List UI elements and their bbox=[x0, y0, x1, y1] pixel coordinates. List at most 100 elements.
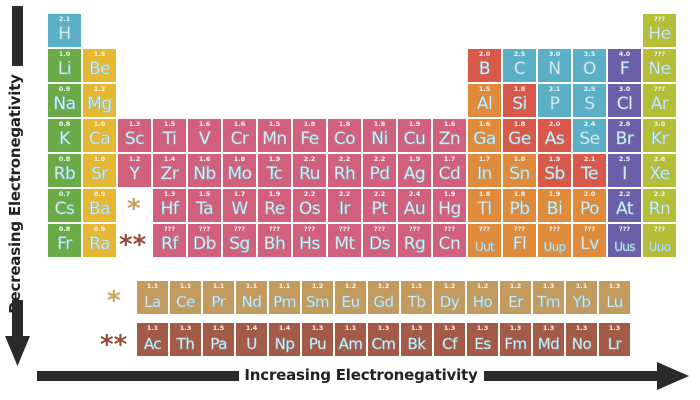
element-cell-sr: 1.0 Sr bbox=[83, 154, 116, 187]
electronegativity-value: 1.7 bbox=[233, 190, 246, 198]
electronegativity-value: 1.9 bbox=[443, 190, 456, 198]
element-cell-nd: 1.1 Nd bbox=[236, 281, 267, 314]
element-cell-pa: 1.5 Pa bbox=[203, 323, 234, 356]
electronegativity-value: ??? bbox=[268, 225, 281, 233]
element-symbol: Pt bbox=[371, 199, 388, 220]
down-arrow-icon bbox=[5, 336, 30, 366]
electronegativity-value: 2.2 bbox=[303, 155, 316, 163]
element-cell-bh: ??? Bh bbox=[258, 224, 291, 257]
element-cell-lv: ??? Lv bbox=[573, 224, 606, 257]
electronegativity-value: 2.8 bbox=[618, 120, 631, 128]
element-symbol: V bbox=[198, 129, 211, 150]
element-cell-s: 2.5 S bbox=[573, 84, 606, 117]
element-symbol: Hs bbox=[299, 234, 321, 255]
element-cell-gd: 1.2 Gd bbox=[368, 281, 399, 314]
element-cell-bk: 1.3 Bk bbox=[401, 323, 432, 356]
element-cell-pd: 2.2 Pd bbox=[363, 154, 396, 187]
element-symbol: Es bbox=[474, 335, 491, 354]
element-cell-uut: ??? Uut bbox=[468, 224, 501, 257]
element-symbol: Tl bbox=[477, 199, 492, 220]
element-cell-am: 1.1 Am bbox=[335, 323, 366, 356]
electronegativity-value: 1.3 bbox=[509, 324, 522, 332]
element-symbol: Sn bbox=[509, 164, 531, 185]
element-symbol: Zn bbox=[438, 129, 461, 150]
element-symbol: Kr bbox=[650, 129, 669, 150]
element-cell-er: 1.2 Er bbox=[500, 281, 531, 314]
element-symbol: Sm bbox=[305, 293, 330, 312]
electronegativity-value: 1.2 bbox=[509, 282, 522, 290]
element-cell-mt: ??? Mt bbox=[328, 224, 361, 257]
electronegativity-value: 2.2 bbox=[373, 155, 386, 163]
electronegativity-value: 1.4 bbox=[163, 155, 176, 163]
electronegativity-value: 0.8 bbox=[58, 120, 71, 128]
electronegativity-value: 1.1 bbox=[245, 282, 258, 290]
element-cell-v: 1.6 V bbox=[188, 119, 221, 152]
element-cell-te: 2.1 Te bbox=[573, 154, 606, 187]
electronegativity-value: 1.8 bbox=[513, 155, 526, 163]
element-cell-rf: ??? Rf bbox=[153, 224, 186, 257]
electronegativity-value: 1.1 bbox=[212, 282, 225, 290]
element-symbol: At bbox=[616, 199, 634, 220]
element-cell-ta: 1.5 Ta bbox=[188, 189, 221, 222]
element-symbol: Ga bbox=[473, 129, 497, 150]
element-symbol: F bbox=[619, 59, 630, 80]
electronegativity-value: 1.1 bbox=[179, 282, 192, 290]
element-cell-pb: 1.8 Pb bbox=[503, 189, 536, 222]
element-symbol: Rb bbox=[53, 164, 76, 185]
element-symbol: Ra bbox=[89, 234, 111, 255]
element-cell-al: 1.5 Al bbox=[468, 84, 501, 117]
element-cell-sc: 1.3 Sc bbox=[118, 119, 151, 152]
element-symbol: Tb bbox=[407, 293, 426, 312]
element-symbol: Bh bbox=[263, 234, 286, 255]
element-cell-cd: 1.7 Cd bbox=[433, 154, 466, 187]
element-symbol: Mt bbox=[334, 234, 355, 255]
electronegativity-value: 2.0 bbox=[583, 190, 596, 198]
element-cell-si: 1.8 Si bbox=[503, 84, 536, 117]
element-cell-la: 1.1 La bbox=[137, 281, 168, 314]
electronegativity-value: 1.8 bbox=[338, 120, 351, 128]
element-symbol: Bk bbox=[407, 335, 426, 354]
element-symbol: Br bbox=[615, 129, 634, 150]
element-cell-uup: ??? Uup bbox=[538, 224, 571, 257]
electronegativity-value: ??? bbox=[373, 225, 386, 233]
electronegativity-value: 1.5 bbox=[198, 190, 211, 198]
element-symbol: Sr bbox=[91, 164, 109, 185]
electronegativity-value: 1.1 bbox=[146, 324, 159, 332]
element-symbol: Be bbox=[88, 59, 111, 80]
electronegativity-value: ??? bbox=[478, 225, 491, 233]
element-symbol: Ce bbox=[176, 293, 196, 312]
element-cell-sm: 1.2 Sm bbox=[302, 281, 333, 314]
element-cell-bi: 1.9 Bi bbox=[538, 189, 571, 222]
electronegativity-value: 1.1 bbox=[278, 282, 291, 290]
electronegativity-value: 1.3 bbox=[179, 324, 192, 332]
element-symbol: Ho bbox=[472, 293, 493, 312]
electronegativity-value: ??? bbox=[303, 225, 316, 233]
element-symbol: No bbox=[571, 335, 592, 354]
electronegativity-value: 1.3 bbox=[128, 120, 141, 128]
electronegativity-value: 1.2 bbox=[377, 282, 390, 290]
element-symbol: Ni bbox=[371, 129, 389, 150]
element-symbol: Dy bbox=[439, 293, 460, 312]
element-symbol: Hf bbox=[160, 199, 179, 220]
electronegativity-value: 3.0 bbox=[618, 85, 631, 93]
element-cell-tm: 1.3 Tm bbox=[533, 281, 564, 314]
element-cell-pu: 1.3 Pu bbox=[302, 323, 333, 356]
electronegativity-value: 1.4 bbox=[278, 324, 291, 332]
element-symbol: Nd bbox=[241, 293, 262, 312]
element-symbol: Yb bbox=[572, 293, 591, 312]
electronegativity-value: 1.8 bbox=[303, 120, 316, 128]
element-cell-at: 2.2 At bbox=[608, 189, 641, 222]
electronegativity-value: ??? bbox=[163, 225, 176, 233]
element-symbol: K bbox=[59, 129, 71, 150]
element-symbol: Mg bbox=[87, 94, 113, 115]
element-symbol: Tc bbox=[266, 164, 283, 185]
element-cell-cn: ??? Cn bbox=[433, 224, 466, 257]
electronegativity-value: 2.2 bbox=[618, 190, 631, 198]
electronegativity-value: 1.8 bbox=[513, 120, 526, 128]
element-symbol: Ta bbox=[196, 199, 214, 220]
element-cell-rh: 2.2 Rh bbox=[328, 154, 361, 187]
element-symbol: Md bbox=[537, 335, 560, 354]
electronegativity-value: 1.9 bbox=[268, 155, 281, 163]
element-symbol: Ti bbox=[162, 129, 177, 150]
element-cell-tb: 1.1 Tb bbox=[401, 281, 432, 314]
